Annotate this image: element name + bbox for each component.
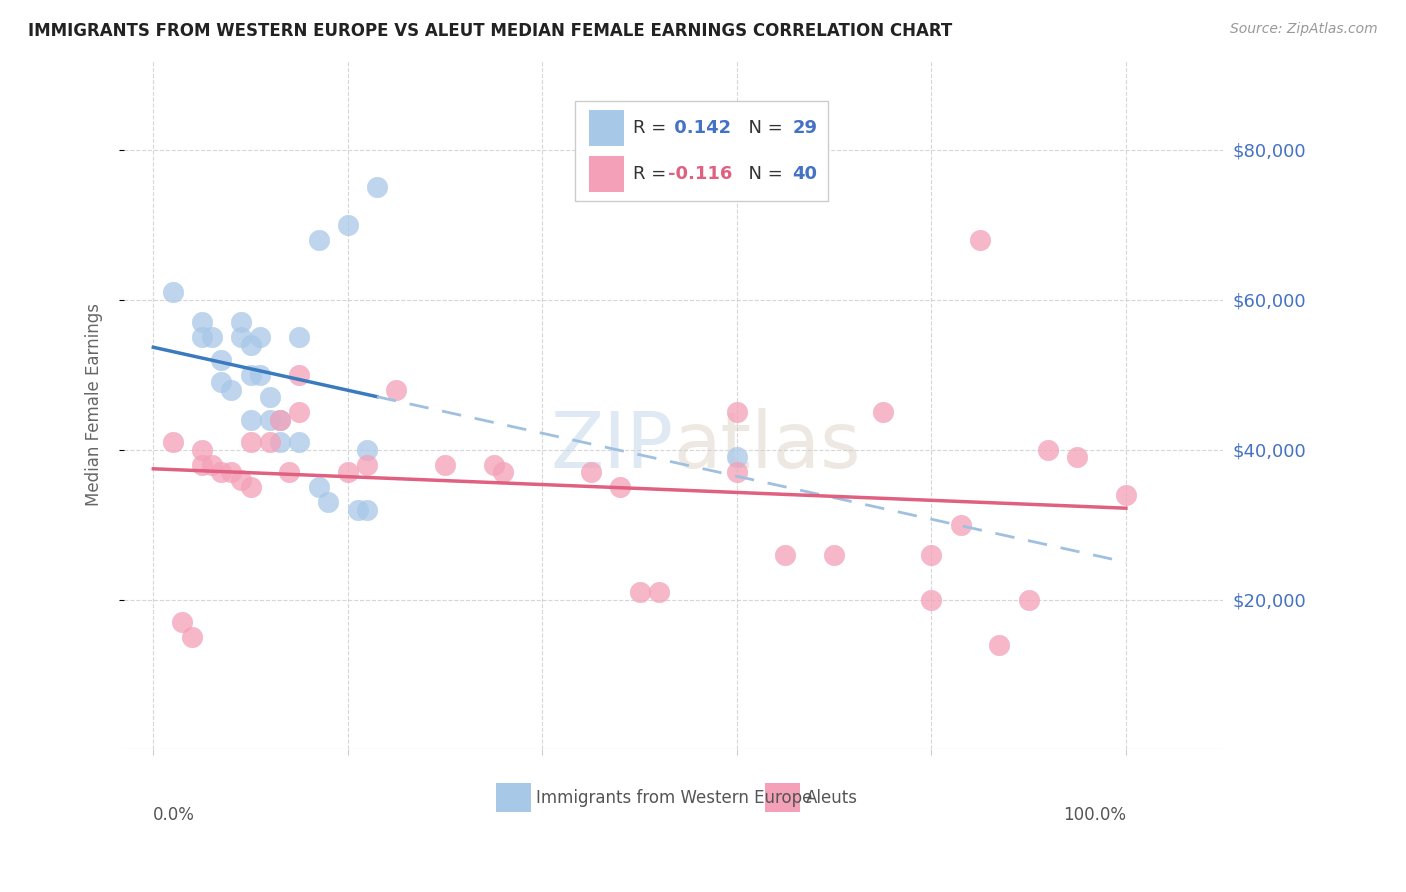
FancyBboxPatch shape bbox=[589, 156, 624, 192]
Text: R =: R = bbox=[633, 165, 672, 183]
Text: IMMIGRANTS FROM WESTERN EUROPE VS ALEUT MEDIAN FEMALE EARNINGS CORRELATION CHART: IMMIGRANTS FROM WESTERN EUROPE VS ALEUT … bbox=[28, 22, 952, 40]
Point bbox=[628, 585, 651, 599]
Point bbox=[288, 368, 311, 382]
Point bbox=[162, 435, 184, 450]
Point bbox=[219, 465, 242, 479]
Point bbox=[249, 368, 271, 382]
Point bbox=[239, 435, 262, 450]
Point bbox=[259, 390, 281, 404]
Point bbox=[482, 458, 505, 472]
Point bbox=[269, 435, 291, 450]
Point bbox=[209, 465, 232, 479]
Text: Source: ZipAtlas.com: Source: ZipAtlas.com bbox=[1230, 22, 1378, 37]
Point bbox=[318, 495, 340, 509]
Point bbox=[229, 330, 252, 344]
Point bbox=[385, 383, 408, 397]
Point bbox=[434, 458, 457, 472]
Point bbox=[969, 233, 991, 247]
Text: N =: N = bbox=[737, 119, 789, 136]
Point bbox=[191, 442, 214, 457]
Point bbox=[162, 285, 184, 299]
Point bbox=[308, 233, 330, 247]
Point bbox=[725, 465, 748, 479]
FancyBboxPatch shape bbox=[589, 110, 624, 145]
Point bbox=[579, 465, 602, 479]
Text: Aleuts: Aleuts bbox=[806, 789, 858, 806]
Point bbox=[356, 442, 378, 457]
Point bbox=[288, 405, 311, 419]
Text: -0.116: -0.116 bbox=[668, 165, 733, 183]
Text: atlas: atlas bbox=[673, 408, 860, 484]
Point bbox=[336, 218, 359, 232]
Point bbox=[259, 435, 281, 450]
Text: R =: R = bbox=[633, 119, 672, 136]
Point bbox=[775, 548, 797, 562]
Point bbox=[219, 383, 242, 397]
Point bbox=[229, 315, 252, 329]
Point bbox=[249, 330, 271, 344]
Text: 0.142: 0.142 bbox=[668, 119, 731, 136]
Point bbox=[191, 315, 214, 329]
Point bbox=[308, 480, 330, 494]
Point bbox=[823, 548, 845, 562]
Text: 40: 40 bbox=[793, 165, 817, 183]
Point bbox=[1115, 487, 1137, 501]
Point bbox=[988, 638, 1011, 652]
Point bbox=[288, 330, 311, 344]
Text: N =: N = bbox=[737, 165, 789, 183]
Point bbox=[278, 465, 301, 479]
Point bbox=[209, 352, 232, 367]
Text: 0.0%: 0.0% bbox=[153, 805, 195, 823]
Point bbox=[191, 330, 214, 344]
Point bbox=[648, 585, 671, 599]
Point bbox=[259, 412, 281, 426]
Point bbox=[239, 368, 262, 382]
Point bbox=[1036, 442, 1059, 457]
Point bbox=[201, 330, 224, 344]
Point bbox=[172, 615, 194, 629]
Text: 100.0%: 100.0% bbox=[1063, 805, 1126, 823]
Point bbox=[356, 502, 378, 516]
Point bbox=[725, 405, 748, 419]
Point bbox=[346, 502, 368, 516]
Point bbox=[366, 180, 388, 194]
Point bbox=[201, 458, 224, 472]
Point bbox=[288, 435, 311, 450]
FancyBboxPatch shape bbox=[765, 782, 800, 812]
Point bbox=[239, 337, 262, 351]
Point bbox=[725, 450, 748, 464]
Point bbox=[239, 412, 262, 426]
Point bbox=[229, 473, 252, 487]
Point bbox=[336, 465, 359, 479]
Point bbox=[356, 458, 378, 472]
Point bbox=[181, 630, 204, 644]
Point bbox=[492, 465, 515, 479]
Text: ZIP: ZIP bbox=[551, 408, 673, 484]
Point bbox=[949, 517, 972, 532]
Point bbox=[1018, 592, 1040, 607]
Point bbox=[872, 405, 894, 419]
Text: 29: 29 bbox=[793, 119, 817, 136]
Point bbox=[269, 412, 291, 426]
Text: Immigrants from Western Europe: Immigrants from Western Europe bbox=[536, 789, 813, 806]
Point bbox=[269, 412, 291, 426]
FancyBboxPatch shape bbox=[575, 101, 828, 201]
FancyBboxPatch shape bbox=[495, 782, 531, 812]
Y-axis label: Median Female Earnings: Median Female Earnings bbox=[86, 303, 103, 506]
Point bbox=[609, 480, 631, 494]
Point bbox=[920, 548, 942, 562]
Point bbox=[191, 458, 214, 472]
Point bbox=[920, 592, 942, 607]
Point bbox=[209, 375, 232, 389]
Point bbox=[239, 480, 262, 494]
Point bbox=[1066, 450, 1088, 464]
